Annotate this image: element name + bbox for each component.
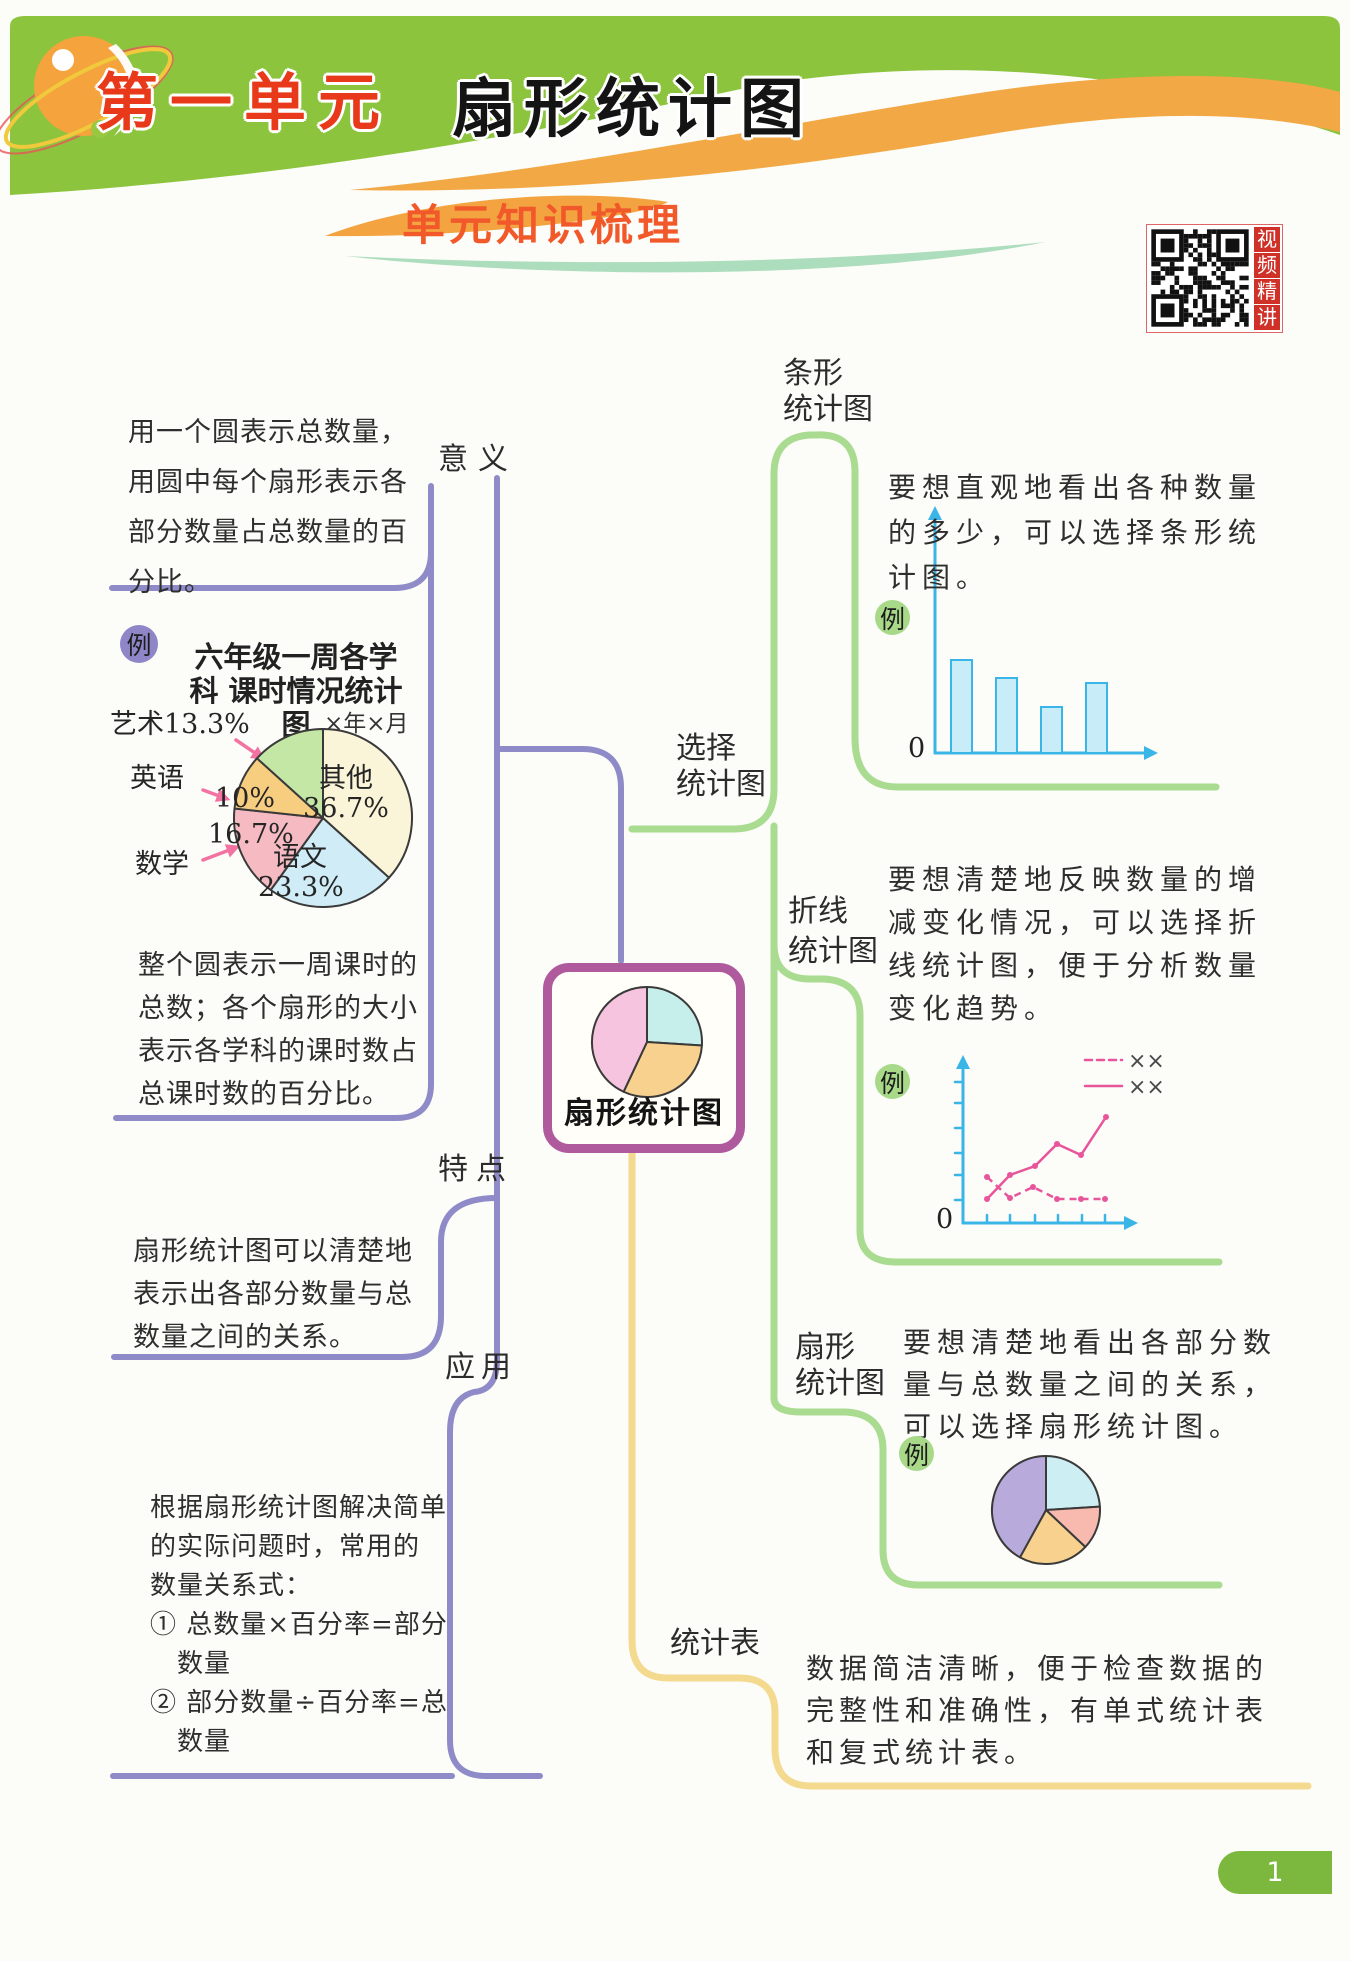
pie-outer-label: 英语 <box>130 763 184 794</box>
qr-caption-char: 频 <box>1254 253 1280 278</box>
branch-line-meaning-bottom <box>113 549 434 1121</box>
qr-caption-char: 精 <box>1254 279 1280 304</box>
application-text: 根据扇形统计图解决简单 的实际问题时，常用的 数量关系式： ① 总数量×百分率=… <box>150 1493 448 1757</box>
qr-caption: 视频精讲 <box>1254 227 1280 330</box>
bar-text: 要想直观地看出各种数量 的多少，可以选择条形统 计图。 <box>888 471 1263 594</box>
example-pie-chart <box>233 728 413 908</box>
qr-caption-char: 讲 <box>1254 305 1280 330</box>
branch-label-meaning: 意义 <box>438 442 518 477</box>
qr-caption-char: 视 <box>1254 227 1280 252</box>
center-topic-label: 扇形统计图 <box>564 1096 724 1131</box>
pie-slice-label: 10% <box>214 783 275 814</box>
example-pie-note: 整个圆表示一周课时的 总数；各个扇形的大小 表示各学科的课时数占 总课时数的百分… <box>138 950 418 1110</box>
page-title: 扇形统计图 <box>452 73 812 147</box>
pie-slice-label: 语文 23.3% <box>258 842 344 903</box>
pie-slice-label: 其他 36.7% <box>303 763 389 824</box>
branch-label-application: 应用 <box>445 1350 517 1385</box>
example-badge: 例 <box>875 600 910 635</box>
branch-line-feature <box>111 1195 500 1360</box>
section-orange-ribbon <box>325 195 668 237</box>
branch-line-bar-chart <box>628 431 1220 833</box>
branch-line-left-spine <box>447 475 543 1779</box>
branch-line-pie-chart <box>770 822 1223 1589</box>
bar-origin-label: 0 <box>908 733 926 764</box>
branch-label-table: 统计表 <box>670 1626 760 1661</box>
branch-label-line: 折线 统计图 <box>788 894 878 969</box>
header-green-band <box>10 16 1340 195</box>
line-origin-label: 0 <box>936 1204 954 1235</box>
pie-text: 要想清楚地看出各部分数 量与总数量之间的关系， 可以选择扇形统计图。 <box>903 1326 1278 1443</box>
planet-logo-icon <box>0 36 174 155</box>
section-green-ribbon <box>345 242 1045 273</box>
example-badge: 例 <box>899 1436 934 1471</box>
pie-outer-label: 数学 <box>135 849 189 880</box>
meaning-text: 用一个圆表示总数量， 用圆中每个扇形表示各 部分数量占总数量的百 分比。 <box>128 417 408 598</box>
branch-label-pie: 扇形 统计图 <box>795 1330 885 1401</box>
header-banner <box>0 16 1340 300</box>
branch-line-to-center-node <box>494 746 624 964</box>
table-text: 数据简洁清晰，便于检查数据的 完整性和准确性，有单式统计表 和复式统计表。 <box>806 1652 1269 1769</box>
section-title: 单元知识梳理 <box>402 201 684 251</box>
center-topic-node: 扇形统计图 <box>543 963 745 1153</box>
pie-slice-label: 16.7% <box>208 819 294 850</box>
branch-line-line-chart <box>770 940 1223 1266</box>
qr-code <box>1149 227 1251 329</box>
feature-text: 扇形统计图可以清楚地 表示出各部分数量与总 数量之间的关系。 <box>133 1236 413 1353</box>
example-pie-chart-right <box>991 1455 1101 1565</box>
page-number-badge: 1 <box>1218 1851 1332 1894</box>
unit-number: 第一单元 <box>96 66 393 139</box>
branch-label-choose: 选择 统计图 <box>676 731 766 802</box>
svg-text:××: ×× <box>1128 1075 1165 1100</box>
example-pie-title: 六年级一周各学科 课时情况统计图 <box>189 640 403 742</box>
line-text: 要想清楚地反映数量的增 减变化情况，可以选择折 线统计图，便于分析数量 变化趋势… <box>888 863 1263 1025</box>
example-badge: 例 <box>875 1064 910 1099</box>
branch-label-feature: 特点 <box>438 1152 514 1187</box>
example-badge: 例 <box>120 625 158 663</box>
branch-line-table <box>628 1150 1312 1790</box>
green-branch-lines <box>628 431 1223 1589</box>
pie-outer-label: 艺术13.3% <box>110 709 250 740</box>
center-pie-icon <box>591 986 703 1098</box>
branch-label-bar: 条形 统计图 <box>783 356 873 427</box>
svg-text:××: ×× <box>1128 1049 1165 1074</box>
purple-branch-lines <box>109 475 624 1779</box>
header-orange-swoosh <box>350 75 1340 191</box>
video-qr-panel: 视频精讲 <box>1146 224 1283 333</box>
